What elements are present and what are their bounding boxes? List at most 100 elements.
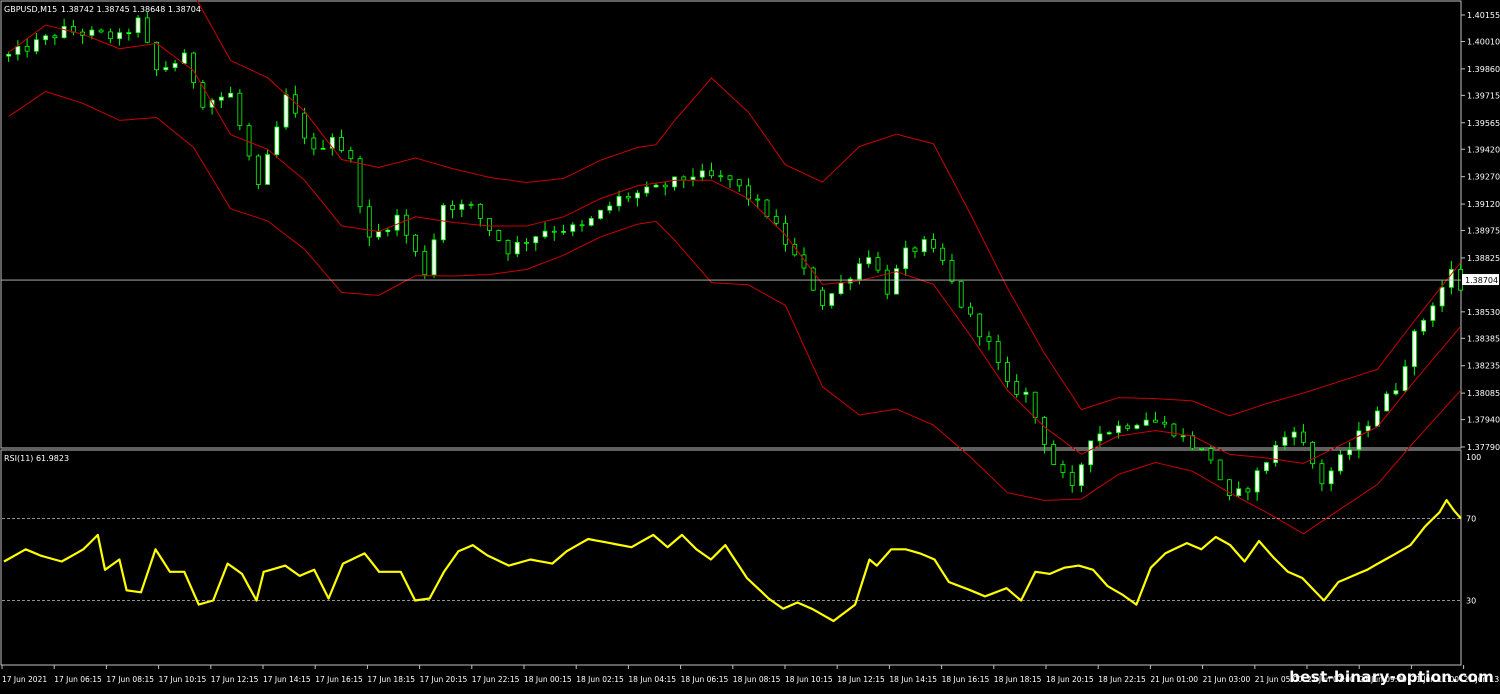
price-label: 1.39860 [1467,65,1500,74]
bear-candle [292,94,298,114]
bull-candle [1097,433,1103,442]
time-label: 18 Jun 08:15 [733,675,781,684]
bull-candle [1448,269,1454,288]
bear-candle [995,340,1001,363]
bear-candle [551,230,557,233]
bull-candle [117,32,123,40]
time-label: 21 Jun 03:00 [1203,675,1251,684]
rsi-layer [2,499,1462,623]
time-label: 21 Jun 05:00 [1255,675,1303,684]
bear-candle [1171,423,1177,437]
bull-candle [1106,432,1112,435]
time-label: 17 Jun 14:15 [263,675,311,684]
bull-candle [1430,305,1436,321]
bear-candle [820,289,825,306]
main-panel-frame [0,0,1462,449]
bear-candle [154,41,159,71]
bear-candle [755,198,761,201]
bull-candle [1328,470,1334,485]
bull-candle [135,17,141,34]
price-label: 1.38530 [1467,308,1500,317]
price-label: 1.38825 [1467,254,1500,263]
bull-candle [838,282,844,295]
bear-candle [255,155,261,185]
bear-candle [487,218,492,231]
bear-candle [718,175,724,178]
bull-candle [163,67,169,71]
bull-candle [376,231,381,238]
bear-candle [191,52,196,83]
time-label: 21 Jun 01:00 [1150,675,1198,684]
bear-candle [1319,463,1325,485]
bull-candle [209,99,215,108]
bear-candle [746,185,751,200]
bear-candle [1245,488,1251,493]
time-label: 21 Jun 07:00 [1307,675,1355,684]
bull-candle [228,92,233,98]
bear-candle [783,222,788,245]
bear-candle [1310,441,1316,465]
price-label: 1.39715 [1467,91,1500,100]
bear-candle [810,267,816,291]
bear-candle [773,216,779,224]
bull-candle [672,176,677,188]
bear-candle [1125,425,1131,429]
bear-candle [200,82,206,108]
time-label: 18 Jun 02:15 [576,675,624,684]
current-price-label: 1.38704 [1465,276,1498,285]
time-label: 18 Jun 06:15 [681,675,729,684]
bear-candle [1208,448,1214,461]
bear-candle [884,269,890,295]
bear-candle [1051,444,1057,465]
bull-candle [644,186,650,194]
bear-candle [1153,419,1158,423]
bull-candle [1356,430,1362,450]
bear-candle [450,205,455,210]
price-label: 1.40010 [1467,37,1500,46]
bear-candle [940,247,946,261]
bull-candle [1254,470,1260,493]
time-label: 17 Jun 20:15 [420,675,468,684]
rsi-panel-frame [0,449,1462,666]
bear-candle [366,206,372,238]
bear-candle [1032,391,1038,418]
bull-candle [1337,454,1343,472]
bull-candle [894,268,899,295]
bull-candle [607,205,613,211]
bear-candle [662,184,668,188]
price-label: 1.38975 [1467,227,1500,236]
bull-candle [431,239,437,276]
bear-candle [1190,435,1195,449]
price-label: 1.39420 [1467,145,1500,154]
bear-candle [1060,464,1066,473]
bull-candle [1421,320,1427,332]
axis-layer: 1.40155 1.40010 1.39860 1.39715 1.39565 1.394… [1,11,1500,684]
bear-candle [246,125,252,157]
main-price-layer [1,0,1464,535]
bear-candle [107,31,113,40]
bull-candle [903,247,909,270]
bear-candle [1069,472,1075,486]
bear-candle [968,306,973,315]
bull-candle [385,229,391,233]
bull-candle [1282,436,1288,446]
bull-candle [218,96,224,101]
bear-candle [348,150,354,160]
bull-candle [1273,444,1279,463]
bull-candle [829,293,835,306]
bull-candle [542,230,548,238]
bull-candle [1365,425,1371,432]
bull-candle [33,39,39,52]
bull-candle [440,205,446,241]
time-label: 21 Jun 11:00 [1411,675,1459,684]
bull-candle [653,184,659,188]
bull-candle [126,32,132,35]
bull-candle [1384,393,1390,412]
bull-candle [857,263,862,280]
bull-candle [15,46,21,55]
bear-candle [24,46,30,52]
bear-candle [1005,362,1010,382]
bear-candle [339,137,344,151]
